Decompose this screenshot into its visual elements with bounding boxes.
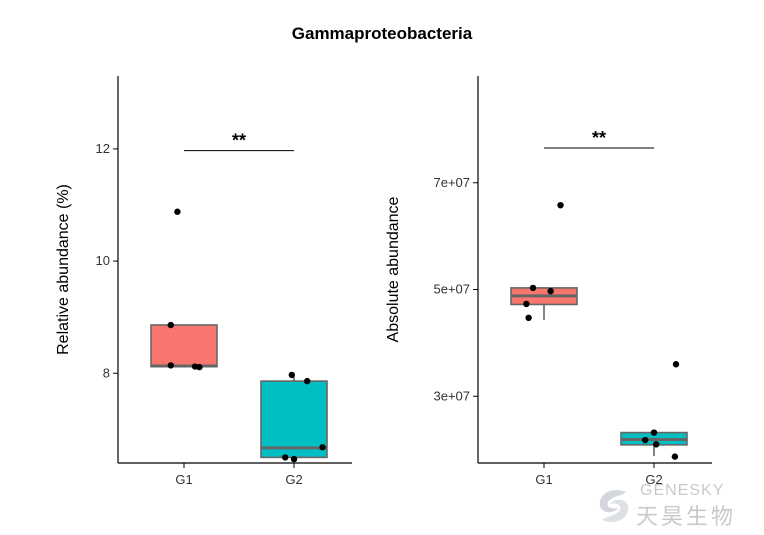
watermark-text-en: GENESKY (640, 482, 725, 499)
data-point (547, 287, 554, 295)
y-tick-label: 8 (103, 365, 110, 380)
x-tick-label: G2 (645, 472, 662, 487)
panel-absolute-abundance: 3e+07 5e+07 7e+07 G1 G2 Absolute abundance ** (385, 76, 712, 487)
genesky-watermark: GENESKY 天昊生物 (590, 482, 760, 530)
data-point (196, 363, 203, 371)
data-point (557, 201, 564, 209)
watermark-text-cn: 天昊生物 (636, 504, 737, 529)
box-g1 (150, 324, 218, 368)
box-g2 (260, 380, 328, 459)
x-tick-label: G1 (175, 472, 192, 487)
data-point (288, 371, 295, 379)
data-point (290, 455, 298, 463)
y-tick-label: 10 (96, 253, 110, 268)
data-point (650, 429, 658, 436)
data-point (523, 300, 530, 308)
data-point (304, 377, 311, 385)
x-tick-label: G2 (285, 472, 302, 487)
y-axis-title: Relative abundance (%) (55, 184, 72, 355)
data-point (529, 284, 537, 292)
significance-label: ** (592, 128, 606, 148)
data-point (671, 453, 679, 460)
data-point (319, 444, 326, 451)
y-tick-label: 7e+07 (433, 175, 470, 190)
data-point (653, 441, 660, 448)
data-point (167, 321, 174, 329)
data-point (167, 362, 174, 369)
y-tick-label: 3e+07 (433, 388, 470, 403)
significance-label: ** (232, 131, 246, 151)
data-point (642, 436, 649, 444)
panel-relative-abundance: 8 10 12 G1 G2 Relative abundance (%) ** (55, 76, 352, 487)
data-point (282, 454, 289, 461)
genesky-logo-icon (599, 489, 629, 523)
data-point (672, 361, 680, 368)
y-tick-label: 12 (96, 141, 110, 156)
x-tick-label: G1 (535, 472, 552, 487)
data-point (174, 208, 181, 215)
figure-title: Gammaproteobacteria (291, 24, 473, 43)
y-tick-label: 5e+07 (433, 282, 470, 297)
data-point (525, 314, 532, 322)
y-axis-title: Absolute abundance (385, 196, 402, 342)
